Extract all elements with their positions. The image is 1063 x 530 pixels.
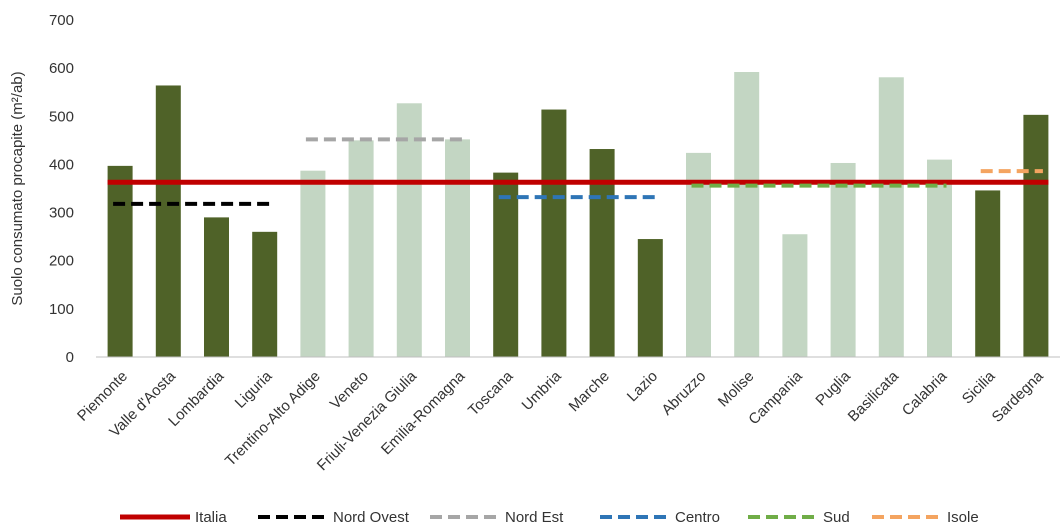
- legend-label: Centro: [675, 509, 720, 526]
- x-tick-label: Trentino-Alto Adige: [222, 368, 324, 470]
- x-tick-label: Campania: [745, 367, 806, 428]
- x-tick-label: Toscana: [465, 367, 517, 419]
- bars: [107, 71, 1049, 357]
- bar: [252, 231, 278, 357]
- bar: [155, 85, 181, 357]
- legend-label: Italia: [195, 509, 227, 526]
- y-tick-label: 700: [49, 12, 74, 29]
- bar: [1023, 114, 1049, 357]
- legend: Italia Nord Ovest Nord Est Centro Sud Isole: [120, 509, 979, 526]
- bar: [975, 190, 1001, 357]
- y-tick-label: 300: [49, 205, 74, 222]
- y-tick-label: 600: [49, 60, 74, 77]
- x-tick-label: Veneto: [327, 368, 372, 413]
- y-axis-title: Suolo consumato procapite (m²/ab): [9, 71, 26, 305]
- x-tick-label: Abruzzo: [658, 368, 709, 419]
- bar: [541, 109, 567, 357]
- x-tick-label: Calabria: [899, 367, 951, 419]
- bar: [396, 103, 422, 357]
- x-tick-label: Liguria: [232, 367, 276, 411]
- x-tick-label: Puglia: [812, 367, 854, 409]
- x-tick-label: Sicilia: [959, 367, 999, 407]
- bar: [637, 239, 663, 357]
- bar: [493, 172, 519, 357]
- y-tick-label: 200: [49, 253, 74, 270]
- y-tick-label: 500: [49, 108, 74, 125]
- legend-label: Sud: [823, 509, 850, 526]
- reference-lines: [107, 137, 1049, 206]
- legend-label: Isole: [947, 509, 979, 526]
- x-tick-label: Sardegna: [989, 367, 1047, 425]
- bar: [107, 165, 133, 357]
- y-tick-label: 100: [49, 301, 74, 318]
- bar: [878, 77, 904, 357]
- x-tick-label: Lazio: [624, 368, 661, 405]
- x-tick-label: Umbria: [519, 367, 566, 414]
- y-axis: 0 100 200 300 400 500 600 700: [49, 12, 74, 366]
- x-tick-label: Marche: [566, 368, 613, 415]
- bar: [830, 162, 856, 357]
- legend-label: Nord Est: [505, 509, 564, 526]
- y-tick-label: 0: [66, 349, 74, 366]
- x-tick-label: Basilicata: [845, 367, 903, 425]
- bar: [300, 170, 326, 357]
- y-tick-label: 400: [49, 156, 74, 173]
- legend-label: Nord Ovest: [333, 509, 410, 526]
- bar: [734, 71, 760, 357]
- bar: [445, 139, 470, 357]
- bar: [348, 140, 374, 357]
- bar: [927, 159, 952, 357]
- x-tick-label: Molise: [715, 368, 758, 411]
- bar: [782, 234, 808, 357]
- x-tick-label: Emilia-Romagna: [378, 367, 469, 458]
- bar: [204, 217, 229, 357]
